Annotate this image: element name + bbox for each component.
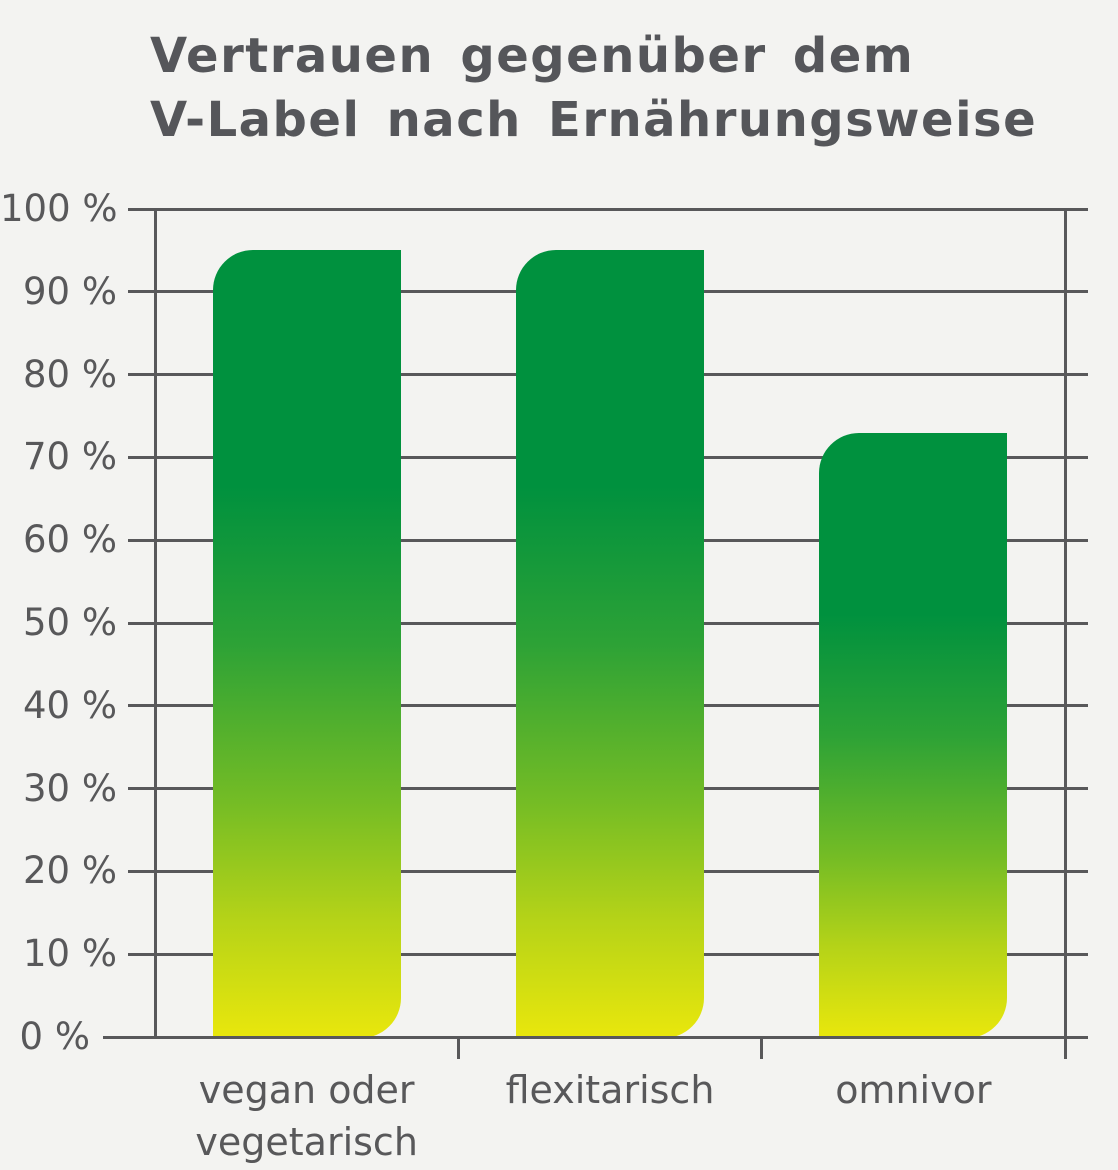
chart-title-line2: V-Label nach Ernährungsweise (150, 92, 1038, 148)
y-axis-tick-label: 80 % (23, 352, 117, 396)
x-axis-category-label: vegan oder vegetarisch (195, 1068, 418, 1164)
bar-3 (819, 432, 1008, 1039)
y-axis-tick-label: 0 % (19, 1015, 90, 1058)
y-axis-line-left (153, 209, 157, 1037)
y-axis-tick-label: 40 % (23, 683, 117, 727)
x-axis-category-tick (760, 1037, 764, 1059)
x-axis-category-label: flexitarisch (505, 1068, 715, 1112)
y-axis-tick-label: 90 % (23, 269, 117, 313)
y-axis-tick-label: 100 % (0, 187, 118, 230)
x-axis-category-label: omnivor (835, 1068, 992, 1112)
y-axis-line-right (1063, 209, 1067, 1059)
chart-title: Vertrauen gegenüber dem V-Label nach Ern… (150, 24, 1110, 152)
x-axis-baseline (103, 1035, 1088, 1039)
gridline (128, 207, 1088, 211)
bar-2 (516, 250, 704, 1039)
y-axis-tick-label: 30 % (23, 766, 117, 810)
y-axis-tick-label: 60 % (23, 518, 117, 562)
y-axis-tick-label: 10 % (23, 932, 117, 976)
y-axis-tick-label: 20 % (23, 849, 117, 893)
chart-title-line1: Vertrauen gegenüber dem (150, 28, 915, 84)
bar-1 (212, 250, 401, 1039)
x-axis-category-tick (456, 1037, 460, 1059)
y-axis-tick-label: 70 % (23, 435, 117, 479)
y-axis-tick-label: 50 % (23, 601, 117, 644)
